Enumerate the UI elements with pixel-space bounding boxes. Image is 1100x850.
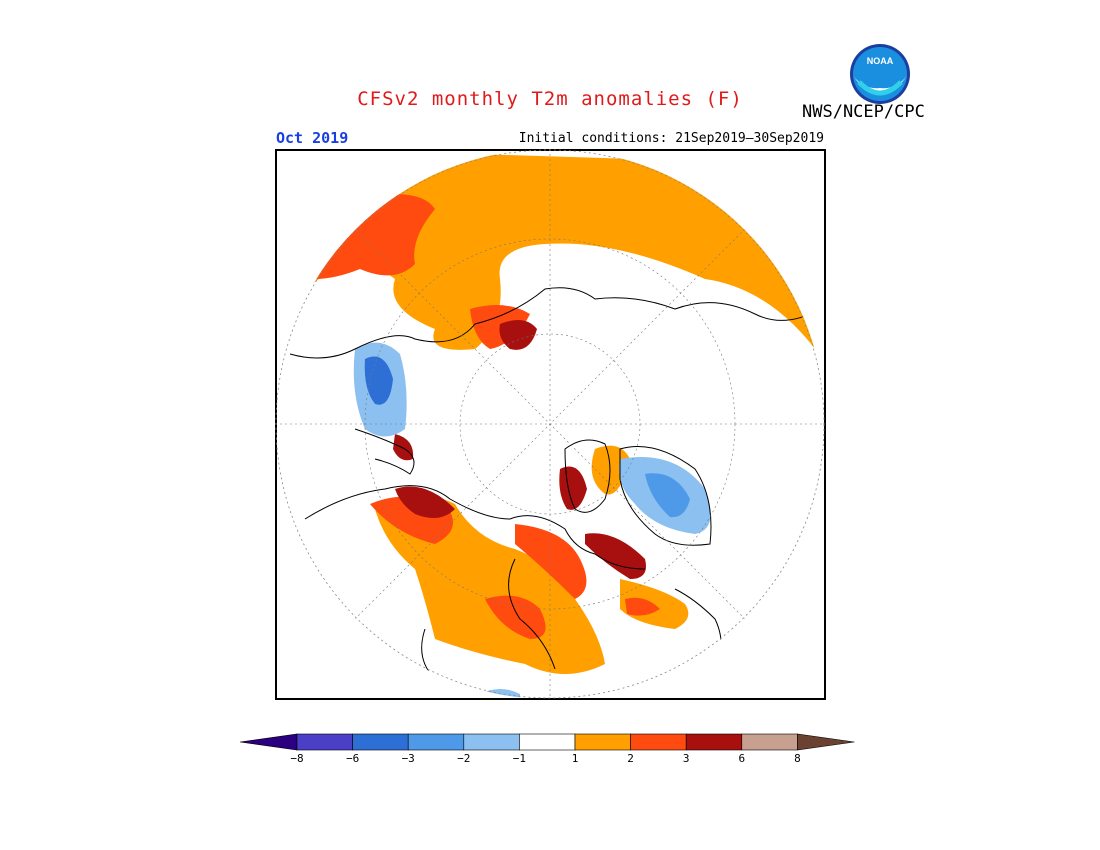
noaa-logo-icon: NOAA [850,44,910,104]
graticule [275,149,825,699]
colorbar-tick-label: −2 [457,752,471,765]
colorbar-tick-label: −3 [401,752,415,765]
region-west-russia-cool-core [645,473,690,518]
colorbar-bin [463,733,520,751]
colorbar-bin [352,733,409,751]
polar-map [275,149,826,700]
region-kamchatka-warm [393,434,414,461]
colorbar-tick-label: 3 [682,752,690,765]
colorbar-tick-label: 1 [571,752,579,765]
region-alaska-warm [395,486,455,518]
colorbar-bin [630,733,687,751]
region-scandinavia-warm [585,533,646,579]
chart-title: CFSv2 monthly T2m anomalies (F) [357,88,743,110]
region-labrador-warm [625,597,660,616]
colorbar-bin [741,733,798,751]
region-aleutian-warm [315,194,435,279]
forecast-month: Oct 2019 [276,129,349,147]
colorbar-arrow-high [797,733,855,751]
colorbar-tick-label: −1 [512,752,527,765]
region-north-pacific-warm [305,154,825,364]
colorbar-arrow-low [240,733,298,751]
map-boundary [275,149,825,699]
colorbar-tick-label: 2 [627,752,634,765]
agency-label: NWS/NCEP/CPC [802,102,925,122]
region-eastern-canada-warm [620,579,689,629]
colorbar-bin [685,733,743,751]
initial-conditions: Initial conditions: 21Sep2019–30Sep2019 [518,131,824,146]
region-hudson-warm [515,524,587,599]
colorbar-tick-label: −8 [290,752,304,765]
colorbar [240,733,855,751]
colorbar-tick-label: −6 [345,752,360,765]
colorbar-tick-label: 6 [738,752,746,765]
colorbar-tick-label: 8 [794,752,801,765]
colorbar-bin [574,733,631,751]
noaa-logo-text: NOAA [867,56,894,66]
colorbar-bin [519,733,576,751]
colorbar-bin [296,733,353,751]
region-central-asia-cool-core [364,356,393,405]
colorbar-bin [407,733,465,751]
region-east-siberia-warm [499,320,537,350]
